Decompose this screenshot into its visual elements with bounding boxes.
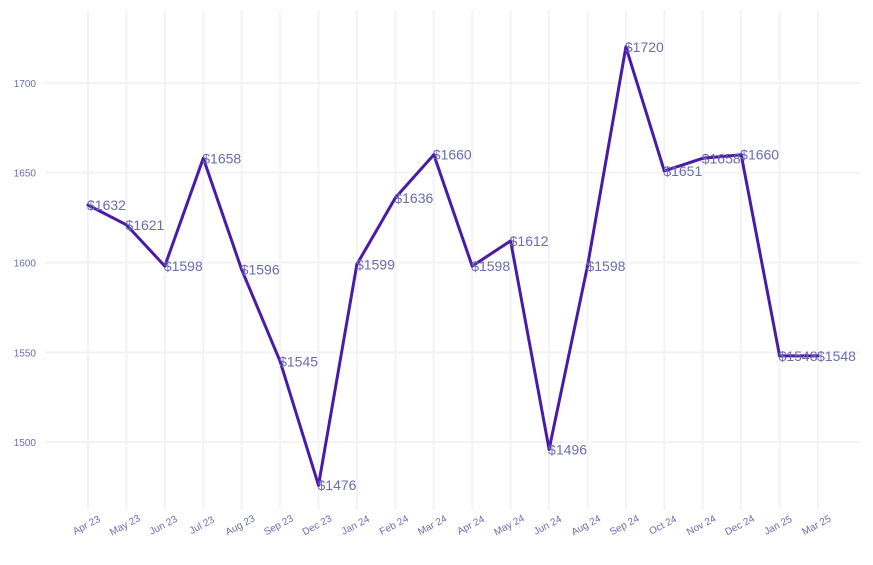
x-tick-label: Sep 24	[608, 513, 642, 538]
data-point	[509, 239, 513, 243]
data-label: $1599	[356, 256, 395, 272]
y-tick-label: 1650	[14, 169, 37, 180]
x-axis-ticks: Apr 23 May 23 Jun 23 Jul 23 Aug 23 Sep 23 Dec …	[71, 513, 833, 538]
x-tick-label: Aug 24	[570, 513, 604, 538]
data-label: $1632	[87, 197, 126, 213]
y-tick-label: 1500	[14, 438, 37, 449]
x-tick-label: Dec 23	[301, 513, 335, 538]
data-point	[278, 359, 282, 363]
series-line	[86, 45, 820, 487]
x-tick-label: Nov 24	[685, 513, 719, 538]
x-tick-label: Aug 23	[224, 513, 258, 538]
x-tick-label: Oct 24	[648, 514, 680, 538]
x-tick-label: Jul 23	[188, 514, 217, 536]
data-point	[86, 203, 90, 207]
x-tick-label: May 23	[108, 513, 143, 538]
data-point	[624, 45, 628, 49]
data-labels: $1632 $1621 $1598 $1658 $1596 $1545 $1476 $1599…	[87, 39, 856, 493]
data-point	[317, 483, 321, 487]
data-label: $1598	[471, 258, 510, 274]
data-label: $1636	[394, 190, 433, 206]
data-label: $1598	[164, 258, 203, 274]
x-tick-label: Jun 23	[148, 514, 180, 538]
x-tick-label: May 24	[492, 513, 527, 538]
data-point	[816, 354, 820, 358]
data-label: $1596	[241, 262, 280, 278]
data-label: $1660	[740, 147, 779, 163]
data-label: $1621	[125, 217, 164, 233]
data-point	[124, 223, 128, 227]
data-point	[163, 264, 167, 268]
data-label: $1548	[817, 348, 856, 364]
data-point	[470, 264, 474, 268]
data-label: $1658	[702, 150, 741, 166]
data-point	[662, 169, 666, 173]
data-point	[547, 447, 551, 451]
data-point	[355, 262, 359, 266]
data-point	[240, 268, 244, 272]
x-tick-label: Jun 24	[532, 514, 564, 538]
series-line-group	[86, 45, 820, 487]
data-point	[393, 196, 397, 200]
x-tick-label: Jan 24	[340, 514, 372, 538]
y-axis-ticks: 1500 1550 1600 1650 1700	[14, 79, 37, 449]
data-label: $1720	[625, 39, 664, 55]
data-point	[432, 153, 436, 157]
x-tick-label: Sep 23	[262, 513, 296, 538]
data-point	[201, 156, 205, 160]
data-label: $1496	[548, 441, 587, 457]
x-tick-label: Feb 24	[378, 513, 411, 538]
x-tick-label: Mar 24	[416, 513, 449, 538]
data-label: $1548	[779, 348, 818, 364]
data-label: $1658	[202, 150, 241, 166]
data-label: $1545	[279, 353, 318, 369]
x-tick-label: Mar 25	[801, 513, 834, 538]
y-tick-label: 1550	[14, 348, 37, 359]
data-point	[778, 354, 782, 358]
data-point	[585, 264, 589, 268]
data-label: $1651	[663, 163, 702, 179]
data-label: $1598	[586, 258, 625, 274]
data-label: $1612	[510, 233, 549, 249]
data-label: $1660	[433, 147, 472, 163]
y-tick-label: 1700	[14, 79, 37, 90]
y-tick-label: 1600	[14, 259, 37, 270]
x-tick-label: Dec 24	[723, 513, 757, 538]
data-point	[739, 153, 743, 157]
data-label: $1476	[318, 477, 357, 493]
x-tick-label: Apr 24	[455, 514, 487, 538]
data-point	[701, 156, 705, 160]
x-tick-label: Jan 25	[763, 514, 795, 538]
x-tick-label: Apr 23	[71, 514, 103, 538]
